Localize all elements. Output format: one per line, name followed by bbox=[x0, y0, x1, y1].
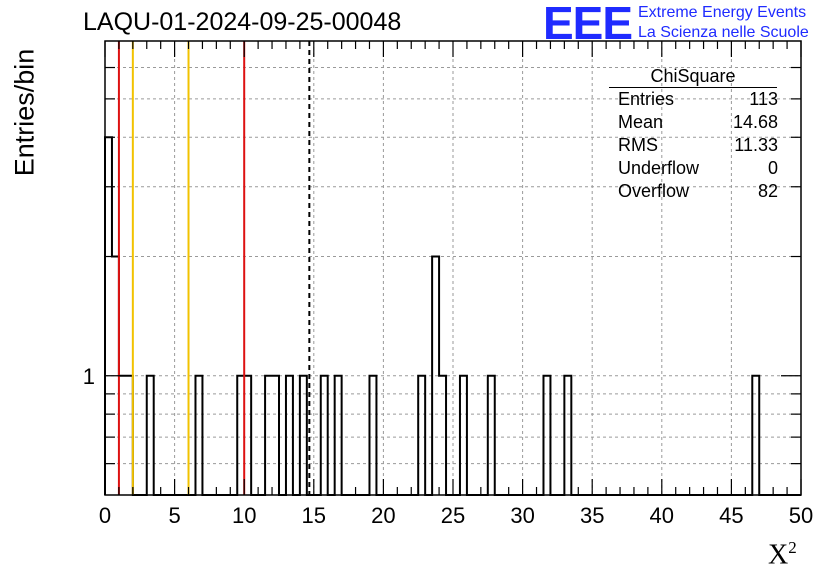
x-tick-label: 40 bbox=[650, 503, 674, 528]
stats-label: Entries bbox=[618, 89, 675, 109]
stats-label: Overflow bbox=[618, 181, 690, 201]
stats-row-entries: Entries 113 bbox=[609, 88, 778, 111]
stats-value: 0 bbox=[767, 158, 778, 178]
logo-line-2: La Scienza nelle Scuole bbox=[638, 24, 809, 41]
stats-box: ChiSquare Entries 113 Mean 14.68 RMS 11.33 Und… bbox=[609, 66, 779, 203]
stats-value: 113 bbox=[749, 89, 778, 109]
x-axis-label-superscript: 2 bbox=[788, 538, 797, 557]
stats-value: 11.33 bbox=[734, 135, 778, 155]
stats-value: 14.68 bbox=[732, 112, 778, 132]
x-tick-label: 15 bbox=[302, 503, 326, 528]
x-tick-label: 0 bbox=[99, 503, 111, 528]
stats-label: Mean bbox=[618, 112, 664, 132]
y-tick-label: 1 bbox=[83, 364, 95, 389]
stats-row-rms: RMS 11.33 bbox=[609, 134, 778, 157]
logo-line-1: Extreme Energy Events bbox=[638, 4, 807, 21]
stats-row-overflow: Overflow 82 bbox=[609, 180, 778, 203]
x-tick-label: 45 bbox=[719, 503, 743, 528]
stats-label: Underflow bbox=[618, 158, 700, 178]
x-tick-label: 5 bbox=[168, 503, 180, 528]
stats-box-title: ChiSquare bbox=[609, 66, 777, 88]
x-axis-label: X2 bbox=[768, 538, 797, 571]
x-tick-label: 50 bbox=[789, 503, 813, 528]
stats-row-underflow: Underflow 0 bbox=[609, 157, 778, 180]
x-tick-label: 35 bbox=[580, 503, 604, 528]
x-tick-label: 30 bbox=[510, 503, 534, 528]
x-tick-label: 25 bbox=[441, 503, 465, 528]
stats-value: 82 bbox=[757, 181, 778, 201]
x-tick-label: 20 bbox=[371, 503, 395, 528]
chart-title: LAQU-01-2024-09-25-00048 bbox=[83, 8, 402, 36]
x-tick-label: 10 bbox=[232, 503, 256, 528]
x-axis-label-base: X bbox=[768, 539, 789, 571]
stats-label: RMS bbox=[618, 135, 658, 155]
stats-row-mean: Mean 14.68 bbox=[609, 111, 778, 134]
